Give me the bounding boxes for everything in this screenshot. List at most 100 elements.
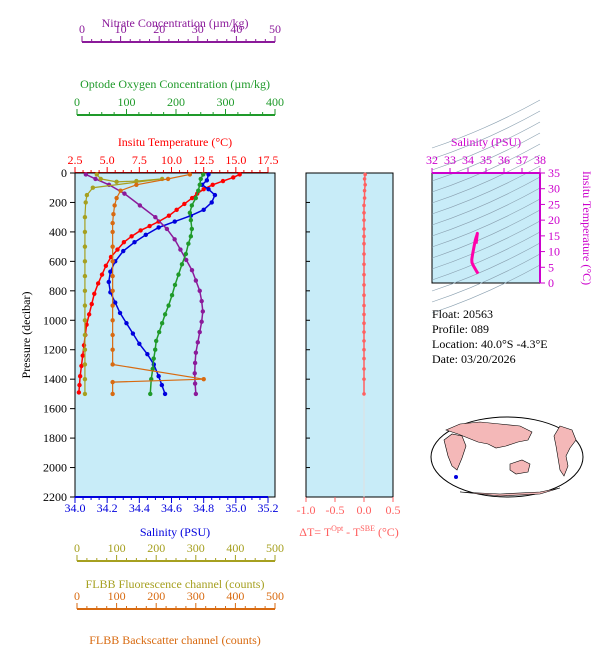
salinity-axis: 34.0 34.2 34.4 34.6 34.8 35.0 35.2: [65, 496, 279, 515]
fluorescence-point: [82, 391, 88, 397]
nitrate-point: [83, 172, 89, 177]
oxygen-point: [151, 356, 156, 361]
fluorescence-point: [82, 332, 88, 338]
ts-curve: [470, 231, 480, 275]
ts-density-contour: [431, 110, 541, 160]
ts-temperature-tick-label: 10: [548, 245, 560, 259]
fluorescence-tick-label: 0: [74, 541, 80, 555]
pressure-tick-label: 1200: [43, 343, 67, 357]
salinity-point: [201, 207, 206, 213]
delta-t-point: [362, 262, 366, 267]
salinity-point: [132, 240, 137, 245]
salinity-point: [209, 200, 214, 205]
fluorescence-tick-label: 100: [108, 541, 126, 555]
backscatter-point: [110, 220, 115, 226]
delta-t-point: [362, 241, 366, 246]
nitrate-point: [193, 391, 199, 397]
oxygen-point: [154, 338, 159, 344]
delta-t-point: [362, 218, 366, 222]
backscatter-tick-label: 400: [226, 589, 244, 603]
delta-t-point: [362, 196, 367, 200]
pressure-tick-label: 200: [49, 195, 67, 209]
temperature-point: [231, 175, 236, 180]
backscatter-point: [110, 303, 115, 308]
oxygen-point: [169, 293, 175, 298]
temperature-point: [174, 207, 179, 213]
ts-temperature-tick-label: 5: [548, 260, 554, 274]
salinity-tick-label: 34.4: [129, 501, 150, 515]
delta-t-point: [363, 172, 367, 177]
nitrate-point: [164, 226, 170, 232]
salinity-point: [124, 321, 129, 326]
temperature-point: [79, 363, 84, 369]
salinity-point: [172, 219, 177, 224]
salinity-point: [206, 172, 211, 177]
oxygen-point: [188, 217, 194, 223]
delta-t-point: [362, 356, 366, 361]
ts-density-contour: [431, 99, 541, 149]
fluorescence-point: [94, 172, 100, 177]
temperature-point: [182, 201, 187, 207]
ts-density-contour: [431, 132, 541, 182]
date: Date: 03/20/2026: [432, 352, 516, 366]
nitrate-axis: 0 10 20 30 40 50: [79, 22, 281, 43]
backscatter-point: [110, 229, 115, 235]
fluorescence-point: [98, 176, 103, 182]
nitrate-point: [184, 257, 189, 263]
oxygen-tick-label: 0: [74, 95, 80, 109]
ts-temperature-tick-label: 0: [548, 276, 554, 290]
temperature-tick-label: 15.0: [225, 153, 246, 167]
nitrate-point: [195, 340, 200, 345]
oxygen-point: [172, 282, 178, 288]
main-plot-area: [74, 172, 276, 498]
ts-density-contour: [431, 220, 541, 270]
temperature-point: [99, 272, 105, 277]
oxygen-point: [193, 195, 198, 201]
salinity-axis-label: Salinity (PSU): [140, 525, 210, 539]
nitrate-axis-label: Nitrate Concentration (µm/kg): [102, 16, 249, 30]
nitrate-point: [192, 381, 198, 386]
delta-t-point: [362, 330, 366, 334]
float-location-marker: [454, 475, 458, 479]
nitrate-tick-label: 10: [115, 22, 127, 36]
map-land-antarctica: [459, 487, 561, 497]
fluorescence-point: [83, 200, 88, 205]
temperature-point: [81, 343, 87, 348]
nitrate-point: [172, 237, 177, 242]
map-land-americas: [553, 425, 577, 477]
ts-density-contour: [431, 176, 541, 226]
backscatter-point: [110, 273, 115, 279]
ts-salinity-tick-label: 32: [426, 153, 438, 167]
salinity-point: [212, 192, 218, 198]
salinity-point: [143, 232, 148, 238]
nitrate-point: [189, 268, 195, 273]
oxygen-axis: 0 100 200 300 400: [74, 95, 284, 116]
delta-t-tick-label: -0.5: [326, 503, 345, 517]
oxygen-point: [198, 176, 203, 182]
backscatter-tick-label: 500: [266, 589, 284, 603]
temperature-point: [76, 390, 82, 395]
backscatter-point: [110, 362, 115, 367]
oxygen-point: [159, 321, 165, 326]
delta-t-series-layer: [362, 172, 367, 396]
backscatter-point: [110, 318, 115, 323]
pressure-tick-label: 1400: [43, 372, 67, 386]
temperature-tick-label: 7.5: [132, 153, 147, 167]
ts-density-contour: [431, 121, 541, 171]
delta-t-point: [362, 293, 366, 298]
temperature-tick-label: 2.5: [68, 153, 83, 167]
backscatter-point: [114, 195, 119, 201]
oxygen-point: [196, 188, 201, 193]
temperature-point: [201, 187, 206, 192]
fluorescence-tick-label: 300: [187, 541, 205, 555]
nitrate-tick-label: 20: [153, 22, 165, 36]
profile-number: Profile: 089: [432, 322, 489, 336]
nitrate-tick-label: 0: [79, 22, 85, 36]
backscatter-point: [110, 288, 115, 294]
delta-t-point: [362, 392, 366, 396]
temperature-point: [86, 312, 92, 317]
pressure-tick-label: 0: [61, 166, 67, 180]
delta-t-point: [362, 177, 367, 181]
fluorescence-point: [82, 214, 88, 220]
